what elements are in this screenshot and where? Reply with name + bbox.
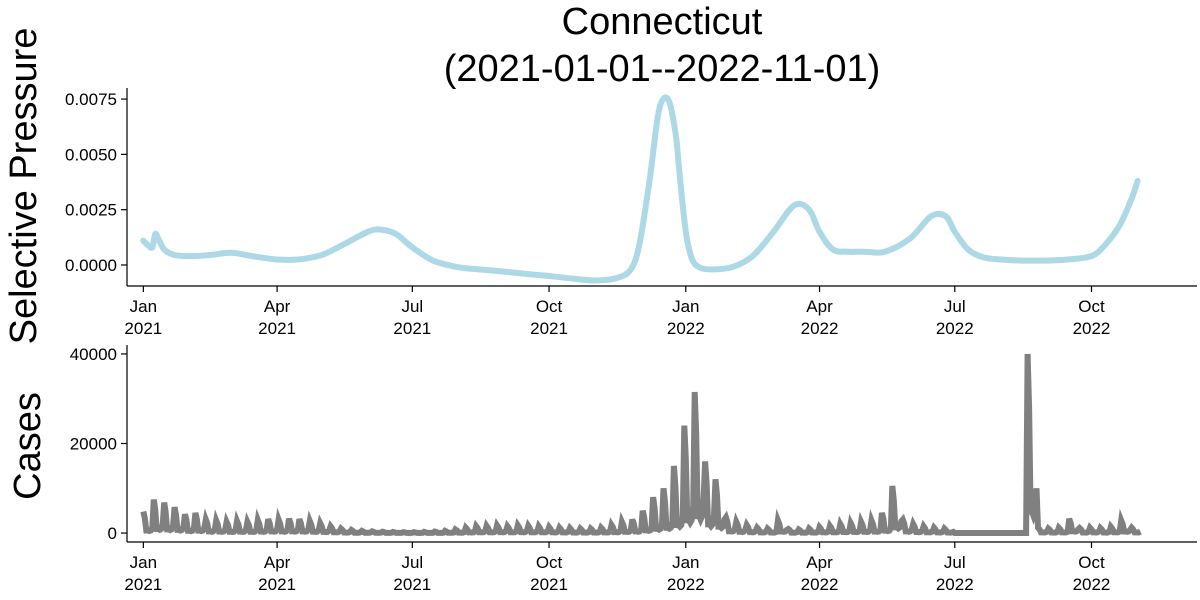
selective-pressure-x-tick-label: 2022	[1073, 319, 1111, 338]
cases-series-line	[140, 353, 1142, 537]
selective-pressure-panel: Selective Pressure 0.00750.00500.00250.0…	[3, 28, 1197, 345]
selective-pressure-x-ticks: Jan 2021 Apr 2021 Jul 2021 Oct 2021 Jan 2022 Apr 20…	[124, 286, 1110, 338]
cases-x-tick-label: Oct	[1078, 553, 1105, 572]
selective-pressure-x-tick-label: Jan	[672, 297, 699, 316]
cases-x-tick-label: Apr	[264, 553, 291, 572]
cases-x-tick-label: 2021	[393, 575, 431, 594]
selective-pressure-y-tick-label: 0.0050	[65, 145, 117, 164]
cases-x-tick-label: Jan	[672, 553, 699, 572]
cases-x-tick-label: Jul	[401, 553, 423, 572]
selective-pressure-x-tick-label: Jul	[944, 297, 966, 316]
cases-x-tick-label: 2022	[1073, 575, 1111, 594]
selective-pressure-x-tick-label: 2021	[393, 319, 431, 338]
selective-pressure-x-tick-label: 2021	[530, 319, 568, 338]
cases-panel: Cases 40000 20000 0 Jan 2021 Apr 2021 Jul 2021 O…	[7, 345, 1197, 594]
cases-x-tick-label: Oct	[536, 553, 563, 572]
selective-pressure-x-tick-label: 2022	[801, 319, 839, 338]
cases-x-tick-label: 2022	[936, 575, 974, 594]
chart-title-line-1: Connecticut	[562, 1, 763, 43]
selective-pressure-x-tick-label: Apr	[264, 297, 291, 316]
selective-pressure-x-tick-label: Oct	[1078, 297, 1105, 316]
cases-x-tick-label: 2021	[530, 575, 568, 594]
cases-y-tick-label: 0	[108, 524, 117, 543]
selective-pressure-y-tick-label: 0.0075	[65, 90, 117, 109]
cases-x-ticks: Jan 2021 Apr 2021 Jul 2021 Oct 2021 Jan 2022 Apr 20…	[124, 542, 1110, 594]
selective-pressure-y-tick-label: 0.0025	[65, 201, 117, 220]
cases-x-tick-label: 2021	[258, 575, 296, 594]
cases-x-tick-label: 2021	[124, 575, 162, 594]
cases-x-tick-label: Apr	[806, 553, 833, 572]
cases-y-tick-label: 40000	[70, 345, 117, 364]
chart-title-line-2: (2021-01-01--2022-11-01)	[444, 48, 881, 90]
selective-pressure-x-tick-label: 2022	[667, 319, 705, 338]
cases-y-axis-label: Cases	[7, 392, 49, 500]
selective-pressure-x-tick-label: Jan	[130, 297, 157, 316]
cases-x-tick-label: 2022	[667, 575, 705, 594]
selective-pressure-series-line	[140, 94, 1141, 284]
selective-pressure-y-ticks: 0.0075 0.0050 0.0025 0.0000	[65, 90, 127, 275]
cases-y-tick-label: 20000	[70, 435, 117, 454]
selective-pressure-x-tick-label: 2022	[936, 319, 974, 338]
cases-x-tick-label: 2022	[801, 575, 839, 594]
selective-pressure-y-axis-label: Selective Pressure	[3, 28, 45, 345]
selective-pressure-x-tick-label: 2021	[124, 319, 162, 338]
cases-x-tick-label: Jan	[130, 553, 157, 572]
selective-pressure-x-tick-label: Apr	[806, 297, 833, 316]
cases-y-ticks: 40000 20000 0	[70, 345, 127, 543]
selective-pressure-y-tick-label: 0.0000	[65, 256, 117, 275]
cases-x-tick-label: Jul	[944, 553, 966, 572]
selective-pressure-x-tick-label: Oct	[536, 297, 563, 316]
selective-pressure-x-tick-label: Jul	[401, 297, 423, 316]
selective-pressure-x-tick-label: 2021	[258, 319, 296, 338]
